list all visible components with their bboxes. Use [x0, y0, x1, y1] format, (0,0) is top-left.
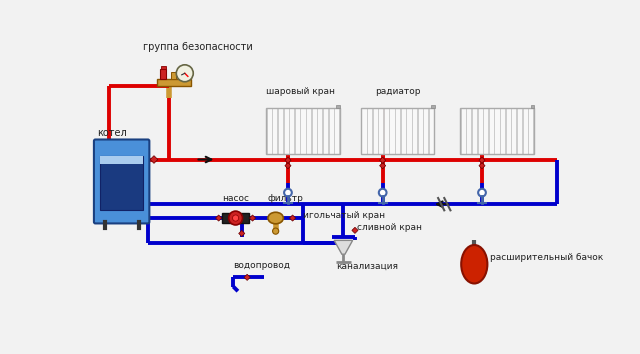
- Text: расширительный бачок: расширительный бачок: [490, 253, 603, 262]
- Polygon shape: [334, 240, 353, 254]
- Bar: [460, 108, 534, 154]
- Text: группа безопасности: группа безопасности: [143, 42, 253, 52]
- Bar: [412, 108, 417, 154]
- Circle shape: [176, 65, 193, 82]
- Bar: [531, 105, 534, 108]
- Polygon shape: [285, 157, 291, 163]
- Bar: [483, 108, 488, 154]
- Text: игольчатый кран: игольчатый кран: [303, 211, 385, 220]
- Bar: [312, 108, 317, 154]
- Polygon shape: [244, 274, 250, 280]
- Bar: [395, 108, 400, 154]
- Polygon shape: [239, 230, 245, 236]
- Polygon shape: [289, 215, 296, 221]
- Bar: [160, 69, 166, 79]
- Bar: [171, 72, 175, 79]
- Polygon shape: [250, 215, 255, 221]
- Bar: [506, 108, 511, 154]
- Bar: [284, 108, 289, 154]
- Bar: [418, 108, 423, 154]
- Bar: [161, 65, 166, 69]
- Bar: [500, 108, 505, 154]
- Bar: [477, 108, 483, 154]
- Circle shape: [284, 189, 292, 196]
- Bar: [528, 108, 533, 154]
- Bar: [278, 108, 283, 154]
- Circle shape: [228, 211, 243, 225]
- Polygon shape: [479, 157, 485, 163]
- Bar: [266, 108, 340, 154]
- Bar: [372, 108, 378, 154]
- Bar: [289, 108, 294, 154]
- Bar: [306, 108, 311, 154]
- Bar: [334, 108, 339, 154]
- Text: радиатор: радиатор: [375, 87, 420, 96]
- Bar: [511, 108, 516, 154]
- Bar: [378, 108, 383, 154]
- Bar: [423, 108, 428, 154]
- Bar: [361, 108, 435, 154]
- Polygon shape: [285, 162, 291, 169]
- Bar: [406, 108, 412, 154]
- Bar: [295, 108, 300, 154]
- Bar: [517, 108, 522, 154]
- Bar: [495, 108, 500, 154]
- Polygon shape: [352, 227, 358, 233]
- Bar: [390, 108, 395, 154]
- Bar: [221, 213, 250, 223]
- Polygon shape: [150, 156, 158, 163]
- Bar: [157, 79, 191, 86]
- Text: водопровод: водопровод: [234, 261, 291, 270]
- Bar: [100, 156, 143, 164]
- Bar: [461, 108, 466, 154]
- Text: канализация: канализация: [336, 262, 397, 271]
- Bar: [328, 108, 333, 154]
- Bar: [362, 108, 367, 154]
- Bar: [367, 108, 372, 154]
- Text: насос: насос: [221, 194, 249, 203]
- Text: фильтр: фильтр: [268, 194, 304, 203]
- Circle shape: [273, 228, 279, 234]
- Bar: [467, 108, 472, 154]
- Bar: [489, 108, 494, 154]
- Circle shape: [379, 189, 387, 196]
- Bar: [300, 108, 305, 154]
- Bar: [384, 108, 389, 154]
- Bar: [523, 108, 528, 154]
- Polygon shape: [380, 162, 386, 169]
- Bar: [272, 108, 277, 154]
- Polygon shape: [479, 162, 485, 169]
- Bar: [100, 156, 143, 210]
- Ellipse shape: [461, 245, 488, 284]
- Polygon shape: [216, 215, 221, 221]
- Text: сливной кран: сливной кран: [357, 223, 422, 232]
- Bar: [472, 108, 477, 154]
- Bar: [429, 108, 434, 154]
- Text: котел: котел: [97, 128, 127, 138]
- Bar: [267, 108, 272, 154]
- Polygon shape: [380, 157, 386, 163]
- Bar: [431, 105, 435, 108]
- Bar: [317, 108, 323, 154]
- Circle shape: [232, 215, 239, 221]
- Circle shape: [478, 189, 486, 196]
- Bar: [401, 108, 406, 154]
- Text: шаровый кран: шаровый кран: [266, 87, 335, 96]
- FancyBboxPatch shape: [94, 139, 149, 223]
- Bar: [323, 108, 328, 154]
- Bar: [337, 105, 340, 108]
- Ellipse shape: [268, 212, 284, 224]
